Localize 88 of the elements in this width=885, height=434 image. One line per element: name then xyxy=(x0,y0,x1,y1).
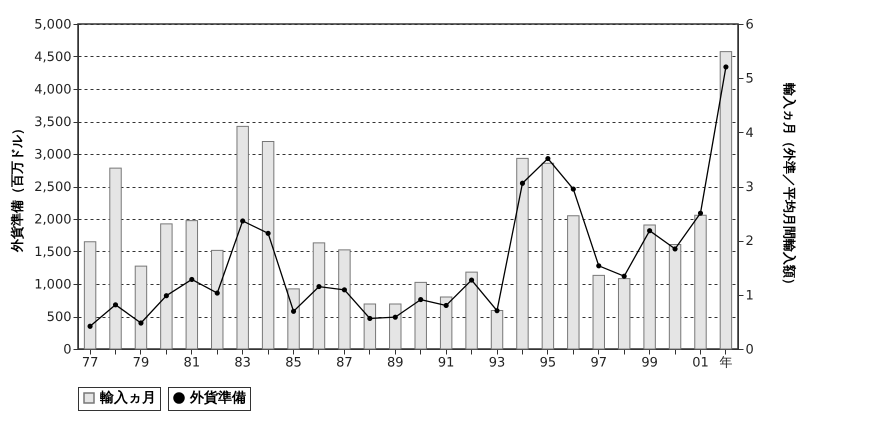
x-tick-label: 年 xyxy=(719,356,732,370)
bar xyxy=(668,244,682,350)
y-tick-label: 2,000 xyxy=(34,212,72,228)
x-tick-label: 01 xyxy=(692,356,709,370)
y-tick-label: 3,500 xyxy=(34,115,72,130)
point xyxy=(112,302,118,308)
bar xyxy=(516,158,529,350)
bar xyxy=(592,274,605,350)
point xyxy=(266,230,271,236)
point xyxy=(444,302,449,308)
y2-tick-label: 0 xyxy=(746,342,754,358)
x-tick-label: 95 xyxy=(540,356,556,370)
y-tick-label: 5,000 xyxy=(34,18,72,32)
point xyxy=(698,210,704,216)
point xyxy=(647,228,652,234)
point xyxy=(622,274,627,279)
y-tick-label: 500 xyxy=(46,310,72,325)
point xyxy=(520,180,526,186)
x-tick-label: 89 xyxy=(387,356,404,370)
point xyxy=(88,324,93,329)
y2-tick-label: 6 xyxy=(746,18,754,32)
bar xyxy=(312,242,326,350)
bar xyxy=(618,278,630,350)
bar xyxy=(490,310,504,350)
point xyxy=(494,308,500,314)
bar xyxy=(211,250,224,350)
y-axis-title: 外貨準備（百万ドル） xyxy=(9,122,26,253)
bar xyxy=(84,241,96,350)
y-tick-label: 0 xyxy=(63,342,72,358)
bar xyxy=(643,224,656,350)
point xyxy=(240,218,246,224)
point xyxy=(214,290,220,296)
x-tick-label: 99 xyxy=(641,356,658,370)
y-tick-label: 2,500 xyxy=(34,180,72,195)
bar xyxy=(465,272,478,350)
bar xyxy=(160,223,173,350)
y-tick-label: 3,000 xyxy=(34,148,72,162)
bar xyxy=(414,282,427,350)
point xyxy=(138,320,144,326)
bar xyxy=(236,126,249,350)
point xyxy=(545,156,550,162)
x-tick-label: 77 xyxy=(82,356,98,370)
bar xyxy=(287,288,300,350)
y2-tick-label: 1 xyxy=(746,288,754,304)
point xyxy=(342,287,347,292)
x-tick-label: 87 xyxy=(336,356,353,370)
bar xyxy=(186,220,198,350)
y-tick-label: 1,000 xyxy=(34,278,72,292)
point xyxy=(469,278,474,283)
point xyxy=(596,263,602,268)
point xyxy=(392,314,398,320)
y-tick-label: 4,500 xyxy=(34,50,72,65)
point xyxy=(290,308,296,314)
bar xyxy=(364,304,376,350)
x-tick-label: 97 xyxy=(590,356,608,370)
point xyxy=(189,276,194,282)
point xyxy=(570,186,576,192)
bar xyxy=(567,215,580,350)
point xyxy=(418,297,424,302)
bar xyxy=(440,296,452,350)
y-tick-label: 1,500 xyxy=(34,245,72,260)
y-tick-label: 4,000 xyxy=(34,82,72,98)
y2-axis-title: 輸入ヵ月（外準／平均月間輸入額） xyxy=(780,82,797,291)
bar xyxy=(720,51,732,350)
point xyxy=(672,246,678,252)
x-tick-label: 91 xyxy=(438,356,454,370)
bar xyxy=(262,141,274,350)
x-tick-label: 79 xyxy=(132,356,150,370)
x-tick-label: 81 xyxy=(184,356,200,370)
point xyxy=(316,284,322,290)
point xyxy=(164,293,169,298)
y2-tick-label: 2 xyxy=(746,234,754,250)
x-tick-label: 93 xyxy=(488,356,506,370)
point xyxy=(723,64,728,70)
legend-label: 外貨準備 xyxy=(189,390,246,406)
bar xyxy=(134,266,148,350)
x-tick-label: 83 xyxy=(234,356,251,370)
bar xyxy=(542,162,554,350)
y2-tick-label: 4 xyxy=(746,126,754,141)
bar xyxy=(389,304,402,350)
y2-tick-label: 5 xyxy=(746,72,754,87)
bar xyxy=(109,168,122,350)
y2-tick-label: 3 xyxy=(746,180,754,195)
bar xyxy=(694,214,707,350)
point xyxy=(367,316,372,322)
x-tick-label: 85 xyxy=(285,356,302,370)
legend-label: 輸入ヵ月 xyxy=(99,390,156,406)
bar xyxy=(338,249,351,350)
